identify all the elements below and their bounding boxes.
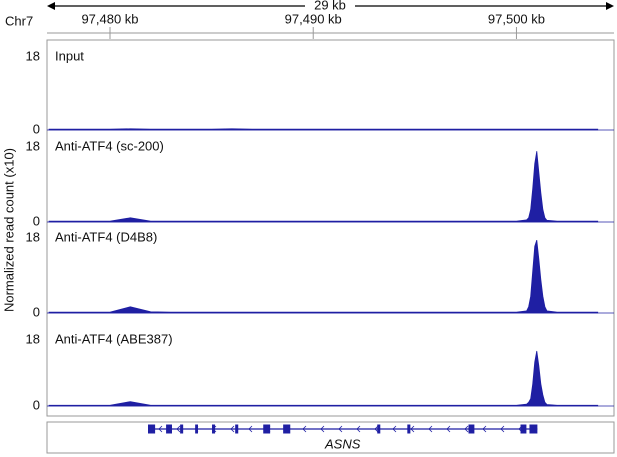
signal-area	[48, 151, 599, 223]
y-tick-label: 0	[33, 304, 40, 319]
strand-arrow	[176, 425, 181, 433]
exon	[520, 424, 527, 434]
exon	[166, 424, 172, 434]
strand-arrow	[500, 425, 505, 433]
exon	[148, 424, 156, 434]
signal-area	[48, 128, 599, 131]
exon	[212, 424, 216, 434]
exon	[377, 424, 381, 434]
strand-arrow	[230, 425, 235, 433]
y-tick-label: 18	[26, 331, 40, 346]
track-name: Input	[55, 48, 84, 63]
signal-area	[48, 239, 599, 314]
y-tick-label: 18	[26, 48, 40, 63]
y-tick-label: 0	[33, 121, 40, 136]
gene-name: ASNS	[324, 436, 361, 451]
chromosome: Chr7	[5, 13, 33, 28]
exon	[235, 424, 239, 434]
track-name: Anti-ATF4 (D4B8)	[55, 229, 157, 244]
exon	[180, 424, 184, 434]
strand-arrow	[464, 425, 469, 433]
y-tick-label: 18	[26, 138, 40, 153]
x-tick-label: 97,500 kb	[488, 11, 545, 26]
signal-area	[48, 350, 599, 407]
strand-arrow	[320, 425, 325, 433]
track-name: Anti-ATF4 (ABE387)	[55, 331, 173, 346]
strand-arrow	[356, 425, 361, 433]
track-name: Anti-ATF4 (sc-200)	[55, 138, 164, 153]
strand-arrow	[410, 425, 415, 433]
strand-arrow	[482, 425, 487, 433]
ruler-label: 29 kb	[314, 0, 346, 12]
strand-arrow	[248, 425, 253, 433]
track-frame	[46, 39, 615, 417]
x-tick-label: 97,480 kb	[81, 11, 138, 26]
x-tick-label: 97,490 kb	[285, 11, 342, 26]
strand-arrow	[428, 425, 433, 433]
exon	[283, 424, 291, 434]
y-tick-label: 0	[33, 397, 40, 412]
gene-frame	[46, 421, 615, 454]
strand-arrow	[374, 425, 379, 433]
y-axis-label: Normalized read count (x10)	[1, 148, 16, 312]
y-tick-label: 0	[33, 213, 40, 228]
y-tick-label: 18	[26, 229, 40, 244]
strand-arrow	[302, 425, 307, 433]
strand-arrow	[392, 425, 397, 433]
strand-arrow	[446, 425, 451, 433]
exon	[529, 424, 538, 434]
exon	[468, 424, 475, 434]
exon	[407, 424, 411, 434]
exon	[263, 424, 271, 434]
exon	[195, 424, 198, 434]
strand-arrow	[338, 425, 343, 433]
strand-arrow	[158, 425, 163, 433]
